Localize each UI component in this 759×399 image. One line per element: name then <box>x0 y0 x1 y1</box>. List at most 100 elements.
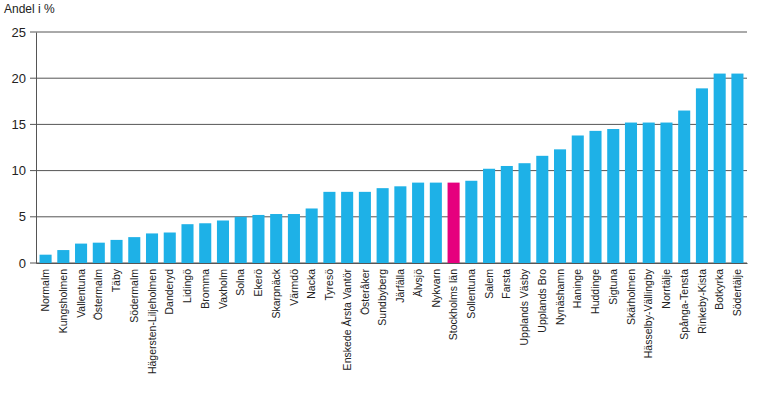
x-tick: Kungsholmen <box>57 263 69 333</box>
x-tick: Botkyrka <box>713 263 725 310</box>
y-tick: 15 <box>12 117 36 132</box>
x-tick-label: Enskede Årsta Vantör <box>341 269 353 371</box>
bar <box>111 240 123 263</box>
bar <box>288 214 300 263</box>
x-tick: Upplands Bro <box>536 263 548 333</box>
bar <box>501 166 513 263</box>
y-axis: 0510152025 <box>12 25 37 271</box>
x-tick: Hässelby-Vällingby <box>642 263 654 358</box>
x-tick-label: Lidingö <box>181 269 193 303</box>
bar <box>625 123 637 263</box>
bar <box>57 250 69 263</box>
bar <box>235 217 247 263</box>
bar <box>75 244 87 263</box>
x-tick-label: Farsta <box>500 269 512 299</box>
bar <box>589 131 601 263</box>
x-tick: Nykvarn <box>430 263 442 308</box>
x-tick-label: Huddinge <box>589 269 601 314</box>
x-tick-label: Sollentuna <box>465 269 477 319</box>
x-tick: Sundbyberg <box>376 263 388 326</box>
x-tick-label: Vaxholm <box>217 269 229 309</box>
x-tick-label: Normalm <box>39 269 51 312</box>
bar <box>93 243 105 263</box>
bar <box>536 156 548 263</box>
x-tick-label: Solna <box>234 269 246 296</box>
bar <box>181 224 193 263</box>
bar <box>483 169 495 263</box>
x-tick: Norrtälje <box>660 263 672 309</box>
x-tick: Älvsjö <box>412 263 424 297</box>
x-axis-line <box>37 263 748 264</box>
grid-line <box>30 32 747 33</box>
bar <box>377 188 389 263</box>
bar <box>128 237 140 263</box>
bar <box>412 183 424 263</box>
bar <box>678 111 690 263</box>
bar <box>714 74 726 263</box>
x-tick-label: Tyresö <box>323 269 335 301</box>
grid-line <box>30 170 747 171</box>
bar <box>643 123 655 263</box>
bar <box>146 233 158 263</box>
y-tick-label: 20 <box>12 71 26 86</box>
bar <box>164 233 176 263</box>
x-tick-label: Nynäshamn <box>554 269 566 325</box>
x-tick: Stockholms län <box>447 263 459 340</box>
y-tick-label: 10 <box>12 163 26 178</box>
y-axis-line <box>36 33 37 264</box>
x-tick: Täby <box>110 263 122 292</box>
x-tick-label: Bromma <box>199 269 211 309</box>
bar <box>359 192 371 263</box>
x-tick: Lidingö <box>181 263 193 303</box>
bar <box>696 88 708 263</box>
bars <box>40 74 744 263</box>
x-tick-label: Vallentuna <box>75 269 87 318</box>
x-tick: Danderyd <box>163 263 175 315</box>
x-tick-label: Upplands Väsby <box>518 268 530 345</box>
x-tick-label: Kungsholmen <box>57 269 69 333</box>
x-tick-label: Värmdö <box>288 269 300 306</box>
x-tick-label: Danderyd <box>163 269 175 315</box>
x-tick-label: Österåker <box>359 269 371 316</box>
x-tick-label: Järfälla <box>394 269 406 303</box>
x-tick-label: Upplands Bro <box>536 269 548 333</box>
x-tick-label: Sigtuna <box>607 269 619 305</box>
bar <box>306 208 318 263</box>
bar <box>323 192 335 263</box>
x-tick-label: Rinkeby-Kista <box>696 269 708 334</box>
grid-line <box>30 78 747 79</box>
x-tick-label: Nykvarn <box>430 269 442 308</box>
x-tick: Upplands Väsby <box>518 263 530 345</box>
x-tick: Sollentuna <box>465 263 477 319</box>
x-tick: Bromma <box>199 263 211 309</box>
bar <box>660 123 672 263</box>
x-tick: Tyresö <box>323 263 335 301</box>
y-tick-label: 15 <box>12 117 26 132</box>
x-tick-label: Södermalm <box>128 269 140 323</box>
bar <box>519 163 531 263</box>
x-tick: Solna <box>234 263 246 296</box>
x-tick: Värmdö <box>288 263 300 306</box>
x-tick-label: Haninge <box>571 269 583 308</box>
x-tick: Nacka <box>305 263 317 299</box>
bar <box>40 255 52 263</box>
bar <box>430 183 442 263</box>
grid <box>30 32 747 263</box>
bar <box>270 214 282 263</box>
x-tick-label: Botkyrka <box>713 269 725 310</box>
y-tick: 0 <box>19 256 36 271</box>
x-tick-label: Stockholms län <box>447 269 459 340</box>
x-tick: Rinkeby-Kista <box>696 263 708 334</box>
bar <box>731 74 743 263</box>
bar <box>199 223 211 263</box>
x-tick-label: Skarpnäck <box>270 268 282 318</box>
x-tick-label: Sundbyberg <box>376 269 388 326</box>
bar <box>252 215 264 263</box>
x-tick-label: Spånga-Tensta <box>678 269 690 340</box>
x-tick: Östermalm <box>92 263 104 320</box>
bar <box>394 186 406 263</box>
x-tick: Huddinge <box>589 263 601 314</box>
bar <box>572 135 584 263</box>
x-tick-label: Hässelby-Vällingby <box>642 268 654 358</box>
bar <box>217 220 229 263</box>
